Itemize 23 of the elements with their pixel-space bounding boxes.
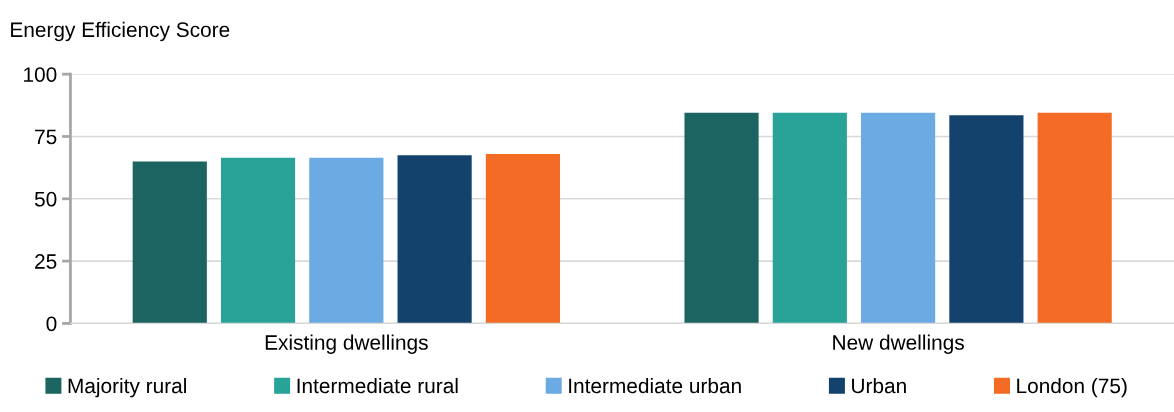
bar xyxy=(397,155,472,324)
bar xyxy=(485,153,560,324)
y-tick-label: 0 xyxy=(46,316,57,332)
y-tick-label: 75 xyxy=(35,129,57,145)
y-tick-label: 100 xyxy=(24,67,57,82)
y-axis-title: Energy Efficiency Score xyxy=(11,21,230,42)
legend-label: Majority rural xyxy=(68,377,186,398)
y-tick-label: 50 xyxy=(34,191,57,207)
x-tick-label: New dwellings xyxy=(833,334,964,354)
bar xyxy=(309,157,384,324)
legend-label: London (75) xyxy=(1017,377,1127,398)
x-tick-label: Existing dwellings xyxy=(265,334,428,354)
legend-label: Intermediate urban xyxy=(569,377,741,394)
bar xyxy=(684,112,759,324)
y-tick-label: 25 xyxy=(35,254,57,269)
legend-label: Urban xyxy=(852,377,906,394)
bar xyxy=(132,161,207,324)
bar xyxy=(772,112,847,324)
bar xyxy=(949,115,1024,324)
bar xyxy=(220,157,296,324)
legend-label: Intermediate rural xyxy=(297,377,458,394)
bar xyxy=(861,112,936,324)
bar xyxy=(1037,112,1112,324)
